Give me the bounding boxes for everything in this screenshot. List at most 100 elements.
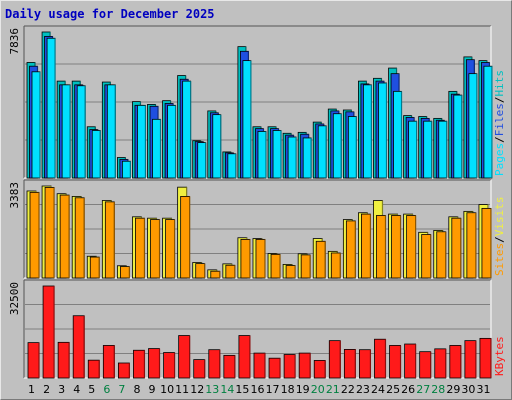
bar-pages — [182, 80, 192, 179]
day-label: 7 — [118, 383, 125, 396]
bar-pages — [121, 160, 131, 179]
bar-pages — [31, 71, 41, 179]
day-label: 1 — [28, 383, 35, 396]
bar-sites — [466, 212, 477, 279]
day-label: 31 — [476, 383, 490, 396]
legend-separator: / — [493, 97, 506, 104]
day-label: 3 — [58, 383, 65, 396]
bar-kbytes — [117, 362, 130, 379]
bar-pages — [197, 142, 207, 179]
bar-kbytes — [464, 340, 477, 379]
bar-kbytes — [374, 338, 386, 379]
legend-item: Sites — [493, 243, 506, 276]
bar-pages — [438, 120, 448, 179]
day-label: 13 — [205, 383, 219, 396]
bar-kbytes — [133, 349, 145, 379]
legend-separator: / — [493, 236, 506, 243]
bar-sites — [255, 238, 266, 279]
day-label: 17 — [266, 383, 280, 396]
bar-sites — [315, 240, 326, 279]
bar-pages — [347, 116, 357, 179]
bar-sites — [44, 187, 55, 279]
bar-sites — [225, 264, 236, 279]
bar-sites — [74, 197, 85, 279]
bar-pages — [152, 118, 161, 179]
day-label: 12 — [190, 383, 204, 396]
day-label: 18 — [281, 383, 295, 396]
bar-sites — [285, 265, 296, 279]
bar-pages — [212, 114, 222, 179]
day-label: 19 — [296, 383, 310, 396]
bar-sites — [345, 220, 356, 279]
bar-pages — [227, 153, 237, 179]
bar-pages — [453, 94, 463, 179]
bar-pages — [137, 104, 146, 179]
legend-separator: / — [493, 136, 506, 143]
bar-kbytes — [283, 354, 296, 379]
max-label: 7836 — [8, 28, 21, 55]
day-label: 27 — [416, 383, 430, 396]
bar-sites — [436, 231, 447, 279]
bar-pages — [91, 130, 101, 179]
bar-kbytes — [72, 315, 85, 379]
bar-pages — [423, 120, 433, 179]
bar-pages — [76, 85, 86, 179]
bar-kbytes — [298, 352, 311, 379]
legend-item: Visits — [493, 197, 506, 237]
bar-pages — [393, 90, 402, 179]
day-label: 29 — [446, 383, 460, 396]
bar-pages — [332, 113, 342, 179]
bar-kbytes — [223, 354, 236, 379]
bar-pages — [257, 131, 267, 179]
bar-kbytes — [193, 359, 206, 379]
bar-kbytes — [208, 349, 221, 379]
bar-sites — [165, 219, 175, 279]
bar-kbytes — [57, 341, 70, 379]
day-label: 21 — [326, 383, 340, 396]
day-label: 9 — [149, 383, 156, 396]
bar-sites — [451, 217, 462, 279]
day-label: 26 — [401, 383, 415, 396]
bar-pages — [287, 136, 297, 179]
bar-pages — [272, 130, 282, 179]
day-label: 23 — [356, 383, 370, 396]
chart-title: Daily usage for December 2025 — [5, 7, 215, 21]
day-label: 14 — [220, 383, 234, 396]
bar-kbytes — [163, 352, 175, 379]
bar-kbytes — [479, 337, 492, 379]
bar-sites — [210, 270, 221, 279]
bar-kbytes — [343, 349, 356, 379]
bar-kbytes — [389, 345, 401, 379]
day-label: 28 — [431, 383, 445, 396]
bar-sites — [59, 194, 70, 279]
bar-kbytes — [419, 351, 432, 379]
max-label: 3383 — [8, 182, 21, 209]
legend: Pages/Files/Hits — [493, 70, 506, 176]
day-label: 5 — [88, 383, 95, 396]
bar-sites — [421, 234, 432, 279]
bar-kbytes — [434, 348, 447, 379]
bar-kbytes — [42, 285, 55, 379]
legend-item: Pages — [493, 143, 506, 176]
bar-pages — [317, 125, 327, 179]
day-label: 24 — [371, 383, 385, 396]
bar-pages — [242, 60, 252, 179]
day-label: 11 — [175, 383, 189, 396]
day-label: 4 — [73, 383, 80, 396]
legend: Sites/Visits — [493, 197, 506, 277]
bar-pages — [61, 84, 71, 179]
legend-item: Hits — [493, 70, 506, 97]
bar-sites — [240, 238, 251, 279]
bar-pages — [46, 37, 56, 179]
bar-pages — [483, 65, 493, 179]
bar-sites — [330, 252, 341, 279]
bar-sites — [376, 215, 386, 279]
bar-sites — [406, 215, 417, 279]
bar-pages — [408, 120, 418, 179]
bar-sites — [180, 196, 191, 279]
bar-sites — [135, 217, 145, 279]
day-label: 30 — [461, 383, 475, 396]
bar-sites — [150, 219, 160, 279]
bar-sites — [481, 207, 492, 279]
